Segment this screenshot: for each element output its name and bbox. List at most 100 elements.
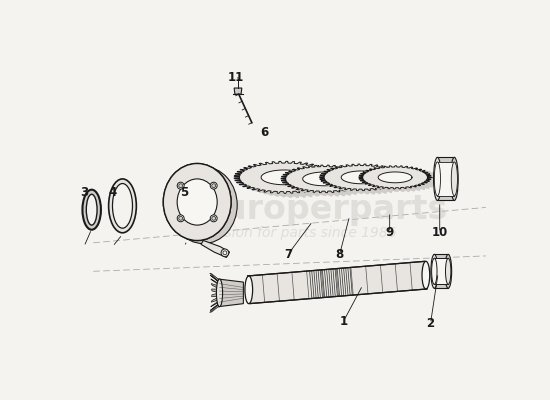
Polygon shape	[282, 180, 296, 184]
Polygon shape	[391, 186, 401, 190]
Ellipse shape	[179, 184, 183, 188]
Polygon shape	[354, 186, 366, 190]
Polygon shape	[250, 186, 262, 190]
Polygon shape	[390, 184, 405, 188]
Polygon shape	[348, 188, 359, 192]
Polygon shape	[402, 180, 412, 183]
Polygon shape	[393, 183, 404, 186]
Polygon shape	[311, 190, 323, 194]
Polygon shape	[362, 182, 374, 184]
Polygon shape	[398, 178, 408, 182]
Ellipse shape	[112, 184, 133, 228]
Polygon shape	[356, 190, 367, 194]
Polygon shape	[422, 183, 433, 186]
Polygon shape	[288, 192, 301, 196]
Polygon shape	[334, 180, 346, 184]
Polygon shape	[380, 188, 392, 192]
Polygon shape	[339, 190, 351, 195]
Polygon shape	[367, 181, 378, 184]
Polygon shape	[397, 180, 407, 184]
Polygon shape	[240, 185, 252, 189]
Polygon shape	[373, 185, 382, 187]
Ellipse shape	[221, 249, 229, 257]
Polygon shape	[247, 187, 263, 192]
Polygon shape	[383, 188, 392, 191]
Polygon shape	[320, 193, 331, 196]
Polygon shape	[320, 186, 333, 190]
Polygon shape	[339, 187, 350, 190]
Polygon shape	[328, 180, 346, 184]
Polygon shape	[336, 191, 349, 195]
Polygon shape	[269, 191, 282, 195]
Polygon shape	[420, 184, 432, 187]
Polygon shape	[234, 161, 334, 193]
Polygon shape	[390, 184, 400, 188]
Polygon shape	[385, 186, 397, 191]
Polygon shape	[302, 191, 314, 194]
Polygon shape	[378, 188, 387, 190]
Polygon shape	[329, 178, 346, 182]
Polygon shape	[315, 188, 328, 192]
Polygon shape	[374, 186, 385, 189]
Polygon shape	[271, 193, 284, 197]
Polygon shape	[272, 191, 287, 197]
Text: 6: 6	[260, 126, 268, 139]
Polygon shape	[329, 186, 340, 189]
Polygon shape	[271, 191, 283, 195]
Polygon shape	[382, 187, 393, 190]
Polygon shape	[235, 180, 248, 184]
Polygon shape	[412, 186, 424, 189]
Polygon shape	[277, 192, 289, 195]
Polygon shape	[386, 188, 397, 191]
Polygon shape	[338, 192, 350, 195]
Polygon shape	[365, 183, 376, 186]
Polygon shape	[360, 189, 371, 192]
Polygon shape	[279, 192, 293, 197]
Polygon shape	[361, 189, 372, 192]
Polygon shape	[382, 187, 391, 189]
Polygon shape	[372, 188, 383, 192]
Polygon shape	[305, 192, 318, 196]
Polygon shape	[282, 181, 297, 184]
Text: a passion for parts since 1986: a passion for parts since 1986	[187, 226, 397, 240]
Polygon shape	[346, 189, 358, 192]
Polygon shape	[326, 186, 338, 190]
Polygon shape	[340, 189, 350, 192]
Polygon shape	[324, 178, 334, 181]
Polygon shape	[427, 178, 439, 180]
Polygon shape	[354, 189, 364, 192]
Polygon shape	[360, 180, 369, 183]
Polygon shape	[363, 178, 371, 181]
Polygon shape	[290, 192, 304, 197]
Polygon shape	[329, 178, 341, 182]
Polygon shape	[403, 187, 414, 191]
Polygon shape	[257, 189, 272, 195]
Polygon shape	[350, 188, 361, 191]
Polygon shape	[357, 185, 368, 188]
Polygon shape	[311, 191, 324, 195]
Polygon shape	[314, 192, 326, 196]
Polygon shape	[359, 184, 370, 187]
Polygon shape	[370, 189, 381, 192]
Polygon shape	[362, 180, 373, 183]
Polygon shape	[407, 187, 416, 189]
Polygon shape	[378, 172, 412, 183]
Polygon shape	[393, 183, 403, 186]
Polygon shape	[405, 188, 414, 191]
Polygon shape	[375, 190, 386, 193]
Polygon shape	[295, 191, 308, 195]
Polygon shape	[368, 185, 377, 188]
Polygon shape	[264, 190, 278, 196]
Polygon shape	[290, 184, 301, 188]
Polygon shape	[305, 190, 318, 196]
Polygon shape	[240, 179, 252, 183]
Polygon shape	[408, 187, 416, 189]
Polygon shape	[283, 192, 296, 197]
Polygon shape	[294, 186, 305, 190]
Polygon shape	[294, 191, 307, 195]
Polygon shape	[383, 187, 396, 191]
Polygon shape	[395, 182, 405, 185]
Polygon shape	[358, 185, 368, 188]
Polygon shape	[320, 164, 403, 191]
Polygon shape	[331, 184, 342, 188]
